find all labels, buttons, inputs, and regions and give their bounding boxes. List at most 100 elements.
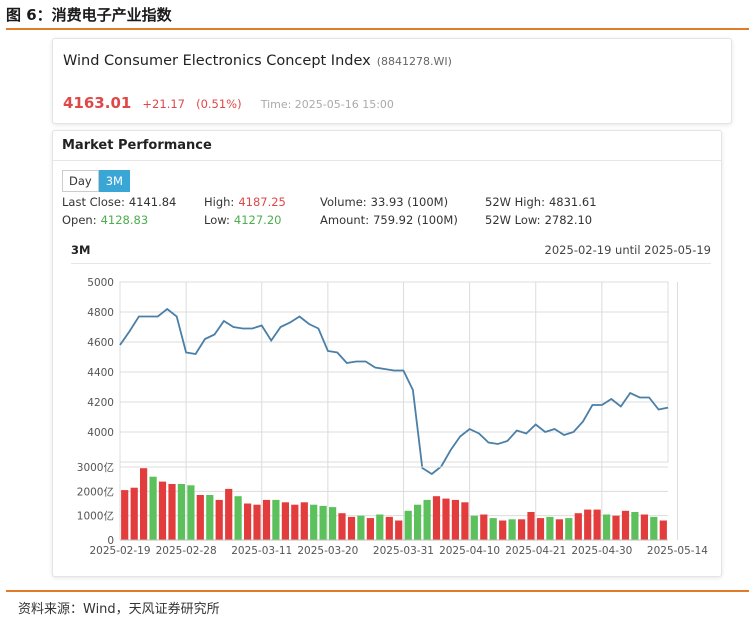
amount-bar [640, 514, 648, 540]
amount-bar [603, 514, 611, 540]
w52-low-label: 52W Low: [485, 213, 541, 227]
amount-y-tick-label: 3000亿 [77, 461, 114, 474]
amount-bar [527, 512, 535, 540]
amount-bar [215, 499, 223, 540]
amount-bar [244, 503, 252, 540]
price-y-tick-label: 4400 [87, 367, 114, 379]
index-header-card: Wind Consumer Electronics Concept Index (… [52, 38, 732, 124]
top-divider [6, 28, 749, 30]
price-change-pct: (0.51%) [196, 97, 242, 111]
low-label: Low: [204, 213, 230, 227]
amount-bar [253, 504, 261, 540]
x-tick-label: 2025-04-30 [571, 545, 632, 557]
amount-bar [291, 504, 299, 540]
stat-52w-low: 52W Low: 2782.10 [485, 213, 592, 227]
low-value: 4127.20 [233, 213, 282, 227]
quote-time: Time: 2025-05-16 15:00 [260, 98, 394, 111]
amount-bar [130, 487, 138, 540]
amount-bar [262, 499, 271, 540]
amount-bar [555, 519, 563, 540]
price-y-tick-label: 4600 [87, 337, 114, 349]
x-tick-label: 2025-03-31 [373, 545, 434, 557]
amount-bar [300, 502, 308, 540]
amount-bar [272, 499, 280, 540]
amount-bar [451, 499, 459, 540]
amount-bar [187, 485, 195, 541]
tab-3m[interactable]: 3M [98, 170, 130, 192]
amount-bar [234, 496, 242, 540]
amount-bar [281, 502, 289, 540]
amount-bar [631, 512, 639, 540]
w52-low-value: 2782.10 [544, 213, 593, 227]
amount-bar [206, 495, 214, 540]
amount-bar [480, 514, 488, 540]
price-y-tick-label: 4200 [87, 397, 114, 409]
amount-bar [621, 510, 630, 540]
amount-bar [177, 484, 185, 540]
amount-bar [168, 484, 176, 540]
open-label: Open: [62, 213, 97, 227]
amount-y-tick-label: 2000亿 [77, 485, 114, 498]
amount-bar [196, 495, 204, 540]
high-label: High: [204, 195, 235, 209]
stat-low: Low: 4127.20 [204, 213, 281, 227]
x-tick-label: 2025-02-19 [89, 545, 150, 557]
source-note: 资料来源：Wind，天风证券研究所 [18, 602, 220, 617]
last-close-label: Last Close: [62, 195, 125, 209]
amount-bar [385, 516, 393, 540]
amount-bar [423, 499, 431, 540]
period-tabs: Day 3M [62, 170, 130, 192]
amount-bar [584, 509, 592, 540]
stat-52w-high: 52W High: 4831.61 [485, 195, 597, 209]
volume-label: Volume: [320, 195, 367, 209]
tab-day[interactable]: Day [62, 170, 99, 192]
amount-bar [121, 490, 129, 540]
price-change: +21.17 [142, 97, 185, 111]
last-close-value: 4141.84 [128, 195, 177, 209]
amount-bar [414, 504, 422, 540]
price-series-line [119, 307, 669, 476]
price-plot-frame [119, 281, 669, 463]
x-tick-label: 2025-03-20 [297, 545, 358, 557]
amount-bar [461, 502, 469, 540]
range-dates: 2025-02-19 until 2025-05-19 [544, 243, 711, 257]
stat-open: Open: 4128.83 [62, 213, 148, 227]
w52-high-label: 52W High: [485, 195, 545, 209]
stat-amount: Amount: 759.92 (100M) [320, 213, 458, 227]
high-value: 4187.25 [238, 195, 286, 209]
amount-bar [442, 498, 450, 540]
open-value: 4128.83 [100, 213, 149, 227]
range-label: 3M [71, 243, 91, 257]
x-tick-label: 2025-03-11 [231, 545, 292, 557]
bottom-divider [6, 590, 749, 592]
amount-bar [508, 519, 516, 540]
amount-bar [319, 505, 327, 540]
amount-y-tick-label: 1000亿 [77, 510, 114, 523]
amount-bar [149, 476, 157, 540]
price-y-tick-label: 5000 [87, 277, 114, 289]
index-name: Wind Consumer Electronics Concept Index (… [63, 53, 452, 69]
amount-bar [395, 520, 403, 540]
amount-bar [518, 519, 526, 540]
stat-last-close: Last Close: 4141.84 [62, 195, 176, 209]
amount-y-tick-label: 0 [107, 535, 114, 547]
amount-bar [546, 516, 554, 540]
volume-value: 33.93 (100M) [370, 195, 449, 209]
amount-bar [140, 468, 148, 540]
amount-bar [470, 515, 478, 540]
market-title: Market Performance [62, 138, 212, 153]
amount-bar [650, 516, 658, 540]
stat-high: High: 4187.25 [204, 195, 286, 209]
amount-bar [565, 518, 573, 540]
figure-title: 图 6：消费电子产业指数 [6, 6, 172, 24]
current-price: 4163.01 [63, 94, 132, 112]
amount-bar [612, 515, 620, 540]
amount-bar [357, 515, 365, 540]
market-performance-card: Market Performance Day 3M Last Close: 414… [52, 130, 722, 577]
amount-bar [329, 507, 337, 540]
amount-bar [347, 516, 356, 540]
market-header: Market Performance [53, 131, 721, 161]
amount-bar [593, 509, 601, 540]
amount-value: 759.92 (100M) [373, 213, 458, 227]
